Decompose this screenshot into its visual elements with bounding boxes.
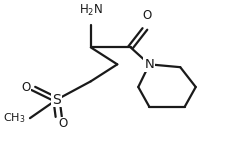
Text: N: N <box>144 58 154 71</box>
Text: O: O <box>21 81 30 93</box>
Text: O: O <box>143 9 152 22</box>
Text: S: S <box>52 93 61 107</box>
Text: CH$_3$: CH$_3$ <box>3 111 26 125</box>
Text: H$_2$N: H$_2$N <box>79 3 103 18</box>
Text: O: O <box>58 117 68 130</box>
